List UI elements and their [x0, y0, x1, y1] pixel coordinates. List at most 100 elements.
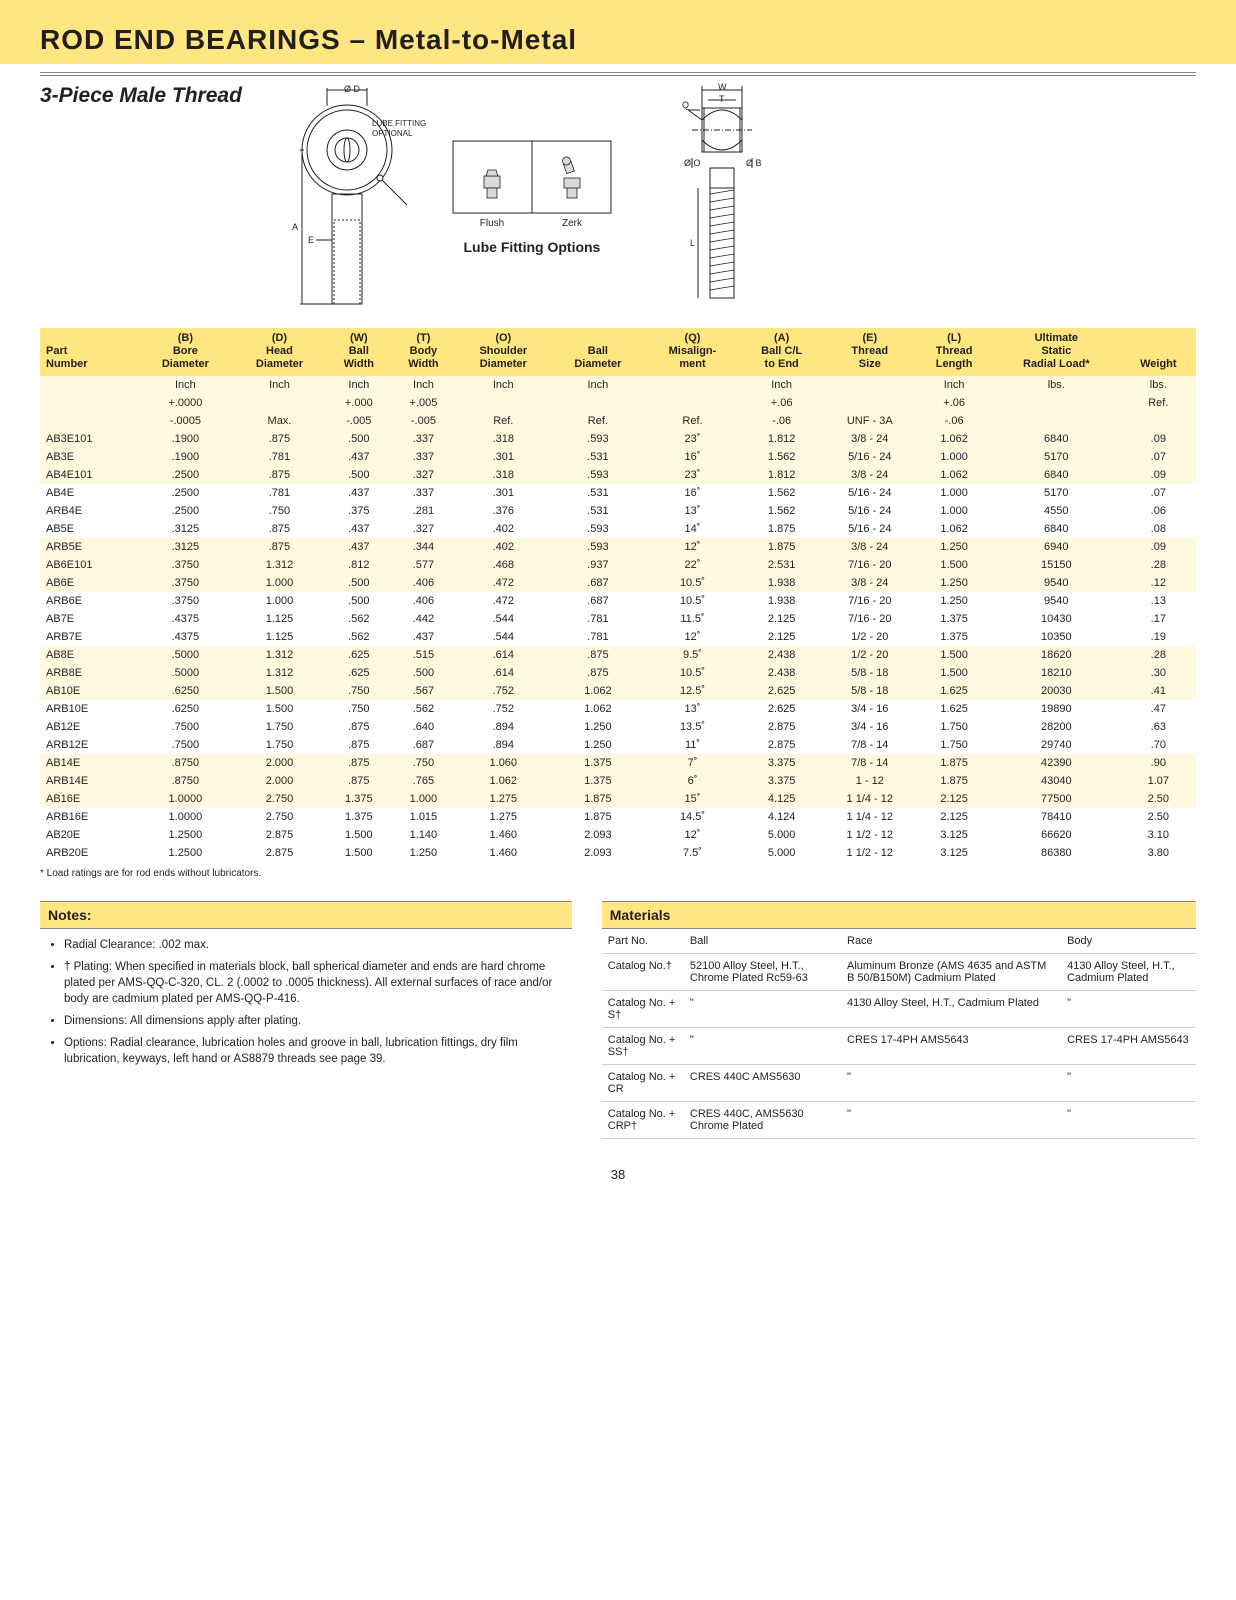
cell: .3750	[138, 592, 232, 610]
unit-cell	[40, 394, 138, 412]
cell: 7/8 - 14	[823, 754, 916, 772]
materials-table: Part No.BallRaceBodyCatalog No.†52100 Al…	[602, 929, 1196, 1139]
cell: .625	[327, 646, 392, 664]
cell: 23˚	[645, 430, 740, 448]
unit-cell	[823, 376, 916, 394]
table-row: AB5E.3125.875.437.327.402.59314˚1.8755/1…	[40, 520, 1196, 538]
cell: .750	[327, 700, 392, 718]
cell: 5/16 - 24	[823, 448, 916, 466]
cell: AB8E	[40, 646, 138, 664]
cell: 1.062	[551, 682, 645, 700]
table-row: AB7E.43751.125.562.442.544.78111.5˚2.125…	[40, 610, 1196, 628]
cell: .750	[232, 502, 326, 520]
col-header: (T)BodyWidth	[391, 328, 456, 376]
cell: .402	[456, 520, 551, 538]
cell: 5/16 - 24	[823, 502, 916, 520]
cell: 1.812	[740, 466, 823, 484]
cell: .875	[551, 664, 645, 682]
lube-caption: Lube Fitting Options	[452, 239, 612, 255]
cell: 1.375	[916, 610, 992, 628]
flush-label: Flush	[480, 218, 504, 229]
cell: 7.5˚	[645, 844, 740, 862]
page-title: ROD END BEARINGS – Metal-to-Metal	[40, 24, 1196, 56]
mat-row: Catalog No. + CRCRES 440C AMS5630""	[602, 1064, 1196, 1101]
mat-cell: "	[684, 990, 841, 1027]
cell: 1.312	[232, 556, 326, 574]
cell: .562	[327, 610, 392, 628]
cell: 1.875	[740, 520, 823, 538]
mat-col-header: Race	[841, 929, 1061, 954]
cell: .4375	[138, 628, 232, 646]
cell: .09	[1121, 466, 1196, 484]
cell: 14.5˚	[645, 808, 740, 826]
mat-cell: Catalog No. + CRP†	[602, 1101, 684, 1138]
cell: 3.10	[1121, 826, 1196, 844]
cell: .3125	[138, 520, 232, 538]
cell: 5/8 - 18	[823, 664, 916, 682]
subtitle: 3-Piece Male Thread	[40, 84, 242, 108]
mat-col-header: Part No.	[602, 929, 684, 954]
cell: .301	[456, 448, 551, 466]
cell: 2.000	[232, 772, 326, 790]
cell: .781	[232, 484, 326, 502]
cell: 2.000	[232, 754, 326, 772]
unit-cell: Inch	[232, 376, 326, 394]
cell: .442	[391, 610, 456, 628]
title-main: ROD END BEARINGS	[40, 24, 341, 55]
cell: ARB16E	[40, 808, 138, 826]
cell: .687	[391, 736, 456, 754]
cell: .500	[327, 466, 392, 484]
table-row: AB4E101.2500.875.500.327.318.59323˚1.812…	[40, 466, 1196, 484]
cell: 1.250	[391, 844, 456, 862]
unit-cell: Inch	[391, 376, 456, 394]
cell: 7/16 - 20	[823, 610, 916, 628]
cell: 1.275	[456, 790, 551, 808]
table-row: ARB16E1.00002.7501.3751.0151.2751.87514.…	[40, 808, 1196, 826]
mat-row: Catalog No. + S†"4130 Alloy Steel, H.T.,…	[602, 990, 1196, 1027]
cell: .500	[391, 664, 456, 682]
svg-text:Q: Q	[682, 100, 689, 110]
cell: .375	[327, 502, 392, 520]
unit-cell: -.005	[327, 412, 392, 430]
cell: .6250	[138, 682, 232, 700]
notes-head: Notes:	[40, 901, 572, 929]
table-row: ARB8E.50001.312.625.500.614.87510.5˚2.43…	[40, 664, 1196, 682]
cell: 7/16 - 20	[823, 556, 916, 574]
cell: 1/2 - 20	[823, 646, 916, 664]
cell: 3/4 - 16	[823, 700, 916, 718]
cell: .593	[551, 466, 645, 484]
cell: 86380	[992, 844, 1121, 862]
unit-cell: Ref.	[551, 412, 645, 430]
cell: .337	[391, 448, 456, 466]
cell: 78410	[992, 808, 1121, 826]
table-row: ARB7E.43751.125.562.437.544.78112˚2.1251…	[40, 628, 1196, 646]
cell: ARB14E	[40, 772, 138, 790]
cell: 1.250	[551, 736, 645, 754]
cell: .894	[456, 718, 551, 736]
mat-row: Catalog No.†52100 Alloy Steel, H.T., Chr…	[602, 953, 1196, 990]
cell: .765	[391, 772, 456, 790]
cell: 42390	[992, 754, 1121, 772]
cell: .437	[327, 448, 392, 466]
mat-cell: Catalog No.†	[602, 953, 684, 990]
cell: 2.125	[916, 808, 992, 826]
lube-options: Flush Zerk Lube Fitting Options	[452, 140, 612, 255]
cell: 1.562	[740, 502, 823, 520]
cell: 3.125	[916, 844, 992, 862]
cell: 1.000	[916, 502, 992, 520]
unit-cell	[456, 394, 551, 412]
cell: .472	[456, 574, 551, 592]
unit-cell: -.06	[740, 412, 823, 430]
cell: AB10E	[40, 682, 138, 700]
cell: 4550	[992, 502, 1121, 520]
mat-cell: "	[1061, 1101, 1196, 1138]
table-row: ARB12E.75001.750.875.687.8941.25011˚2.87…	[40, 736, 1196, 754]
unit-cell: -.005	[391, 412, 456, 430]
mat-cell: CRES 17-4PH AMS5643	[841, 1027, 1061, 1064]
cell: 1.875	[916, 772, 992, 790]
cell: .544	[456, 628, 551, 646]
unit-cell: Inch	[740, 376, 823, 394]
unit-cell	[992, 394, 1121, 412]
cell: 9540	[992, 592, 1121, 610]
cell: .875	[327, 772, 392, 790]
